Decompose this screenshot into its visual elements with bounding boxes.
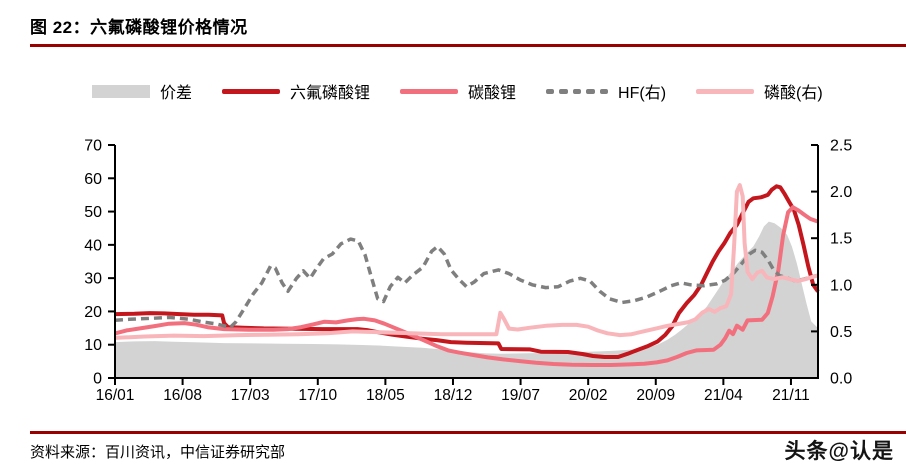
figure-title: 图 22：六氟磷酸锂价格情况 (30, 18, 248, 37)
right-axis-tick-label: 2.0 (830, 184, 852, 201)
left-axis-tick-label: 50 (84, 204, 102, 221)
legend-item-li2co3: 碳酸锂 (400, 79, 516, 103)
legend-swatch-spread (92, 84, 150, 98)
legend-swatch-li2co3 (400, 88, 459, 94)
series-li2co3 (114, 205, 819, 367)
left-axis-tick-label: 40 (84, 237, 102, 254)
legend-item-lipf6: 六氟磷酸锂 (222, 79, 370, 103)
right-axis-tick-label: 0.5 (830, 324, 852, 341)
x-axis-tick-label: 21/04 (704, 387, 743, 404)
left-axis-tick-label: 20 (84, 304, 102, 321)
x-axis-tick-label: 20/09 (636, 387, 675, 404)
watermark: 头条@认是 (784, 440, 894, 463)
left-axis-tick-label: 0 (93, 371, 102, 388)
source-line: 资料来源：百川资讯，中信证券研究部 (30, 444, 286, 461)
legend-swatch-h3po4 (696, 88, 755, 94)
right-axis-tick-label: 0.0 (830, 371, 852, 388)
series-spread (115, 221, 818, 378)
series-h3po4 (114, 183, 819, 340)
legend-label-li2co3: 碳酸锂 (468, 85, 517, 102)
legend-item-hf: HF(右) (546, 79, 666, 103)
series-hf (114, 237, 818, 330)
left-axis-tick-label: 70 (84, 138, 102, 155)
legend-label-lipf6: 六氟磷酸锂 (290, 85, 371, 102)
x-axis-tick-label: 18/12 (434, 387, 473, 404)
x-axis-tick-label: 16/08 (163, 387, 202, 404)
title-underline (30, 44, 906, 47)
legend-label-h3po4: 磷酸(右) (764, 85, 823, 102)
right-axis-tick-label: 1.5 (830, 231, 852, 248)
left-axis-tick-label: 30 (84, 271, 102, 288)
right-axis-tick-label: 1.0 (830, 277, 852, 294)
chart-legend: 价差 六氟磷酸锂 碳酸锂 HF(右) 磷酸(右) (92, 78, 823, 104)
x-axis-tick-label: 20/02 (569, 387, 608, 404)
chart-canvas: 0 10 20 30 40 50 60 70 0.0 0.5 1.0 1.5 2.0 2.5 16/01 16… (84, 138, 852, 405)
price-chart: 0 10 20 30 40 50 60 70 0.0 0.5 1.0 1.5 2.0 2.5 16/01 16… (0, 130, 906, 410)
x-axis-tick-label: 17/03 (231, 387, 270, 404)
x-axis-tick-label: 17/10 (298, 387, 337, 404)
x-axis-tick-label: 19/07 (501, 387, 540, 404)
legend-label-spread: 价差 (160, 85, 193, 102)
legend-item-spread: 价差 (92, 79, 192, 103)
legend-swatch-hf (546, 88, 609, 94)
legend-item-h3po4: 磷酸(右) (696, 79, 823, 103)
legend-swatch-lipf6 (222, 88, 281, 94)
left-axis-tick-label: 10 (84, 337, 102, 354)
right-axis-tick-label: 2.5 (830, 138, 852, 155)
legend-label-hf: HF(右) (618, 85, 667, 102)
x-axis-tick-label: 18/05 (366, 387, 405, 404)
left-axis-tick-label: 60 (84, 171, 102, 188)
footer-rule (30, 431, 906, 434)
x-axis-tick-label: 16/01 (96, 387, 135, 404)
x-axis-tick-label: 21/11 (772, 387, 810, 404)
